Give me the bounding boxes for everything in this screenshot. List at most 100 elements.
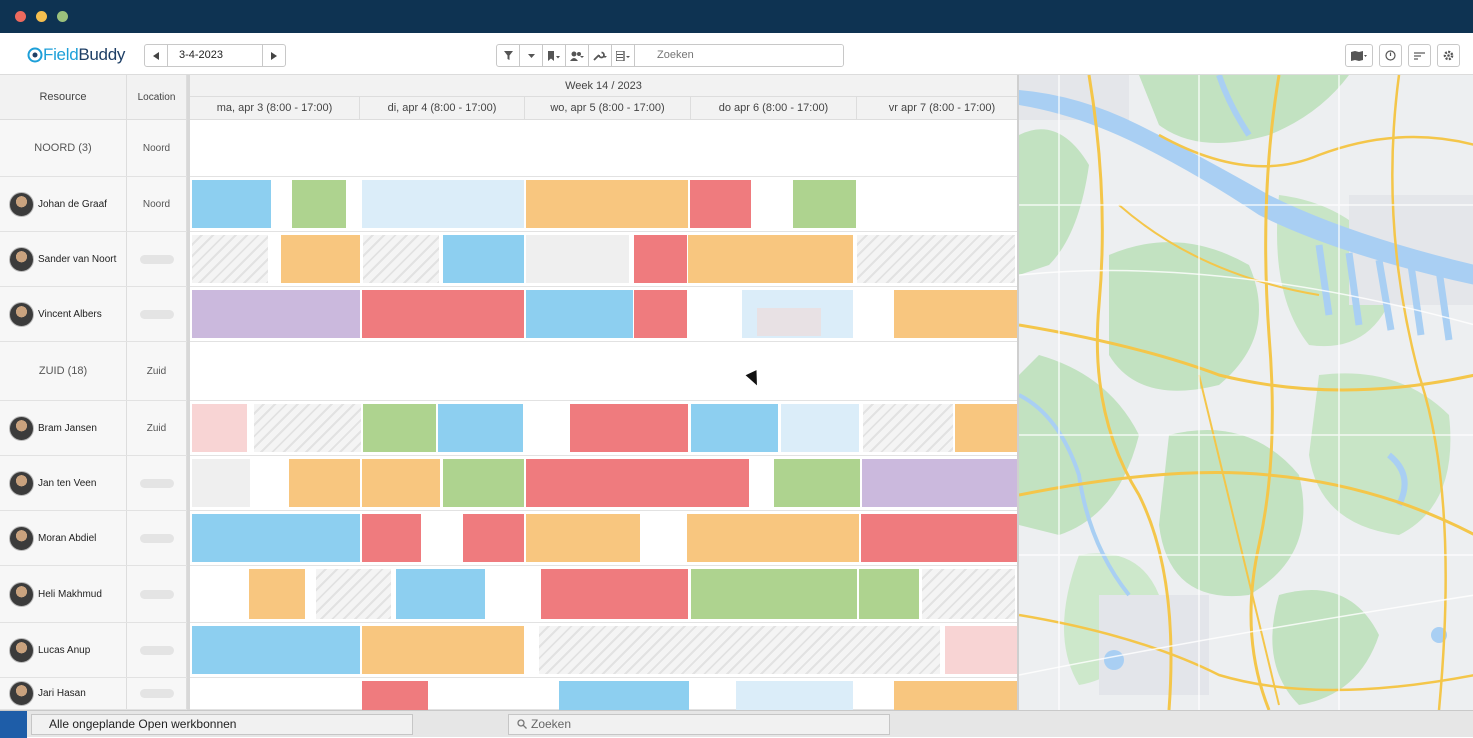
- resource-cell[interactable]: Jari Hasan: [0, 678, 127, 709]
- resource-cell[interactable]: Heli Makhmud: [0, 566, 127, 622]
- resource-column-header[interactable]: Resource: [0, 75, 127, 120]
- work-order-block[interactable]: [894, 290, 1017, 338]
- work-order-block[interactable]: [634, 290, 687, 338]
- previous-day-button[interactable]: [145, 45, 167, 66]
- work-order-block[interactable]: [862, 459, 1017, 507]
- work-order-block[interactable]: [526, 514, 640, 562]
- resource-group-row[interactable]: NOORD (3) Noord: [0, 120, 1017, 177]
- work-order-block[interactable]: [687, 514, 859, 562]
- work-order-block[interactable]: [249, 569, 305, 619]
- work-order-block[interactable]: [362, 514, 421, 562]
- work-order-block[interactable]: [362, 681, 428, 710]
- minimize-window-button[interactable]: [36, 11, 47, 22]
- work-order-block[interactable]: [192, 459, 250, 507]
- work-order-block[interactable]: [945, 626, 1017, 674]
- work-order-block[interactable]: [736, 681, 853, 710]
- sort-button[interactable]: [1408, 44, 1431, 67]
- work-order-block[interactable]: [793, 180, 856, 228]
- close-window-button[interactable]: [15, 11, 26, 22]
- group-name-cell[interactable]: ZUID (18): [0, 342, 127, 400]
- work-order-block[interactable]: [559, 681, 689, 710]
- work-order-block[interactable]: [362, 290, 524, 338]
- work-order-block[interactable]: [688, 235, 853, 283]
- resource-filter-button[interactable]: [566, 45, 589, 66]
- unavailable-block[interactable]: [539, 626, 940, 674]
- work-order-block[interactable]: [541, 569, 688, 619]
- location-column-header[interactable]: Location: [127, 75, 187, 120]
- group-name-cell[interactable]: NOORD (3): [0, 120, 127, 176]
- resource-row[interactable]: Moran Abdiel: [0, 511, 1017, 566]
- map-panel[interactable]: [1017, 75, 1473, 710]
- filter-button[interactable]: [497, 45, 520, 66]
- planner-search-input[interactable]: [635, 45, 843, 66]
- work-order-block[interactable]: [526, 290, 633, 338]
- work-order-block[interactable]: [363, 404, 436, 452]
- work-order-block[interactable]: [691, 404, 778, 452]
- resource-row[interactable]: Johan de Graaf Noord: [0, 177, 1017, 232]
- unavailable-block[interactable]: [316, 569, 391, 619]
- work-order-block[interactable]: [396, 569, 485, 619]
- resource-group-row[interactable]: ZUID (18) Zuid: [0, 342, 1017, 401]
- resource-cell[interactable]: Sander van Noort: [0, 232, 127, 286]
- resource-row[interactable]: Jan ten Veen: [0, 456, 1017, 511]
- unavailable-block[interactable]: [363, 235, 439, 283]
- resource-row[interactable]: Heli Makhmud: [0, 566, 1017, 623]
- work-order-block[interactable]: [861, 514, 1017, 562]
- work-order-block[interactable]: [292, 180, 346, 228]
- resource-cell[interactable]: Vincent Albers: [0, 287, 127, 341]
- work-order-block[interactable]: [774, 459, 860, 507]
- resource-row[interactable]: Sander van Noort: [0, 232, 1017, 287]
- resource-cell[interactable]: Moran Abdiel: [0, 511, 127, 565]
- filter-dropdown-button[interactable]: [520, 45, 543, 66]
- bookmark-button[interactable]: [543, 45, 566, 66]
- unplanned-toggle-button[interactable]: [0, 711, 27, 738]
- unavailable-block[interactable]: [922, 569, 1015, 619]
- work-order-block[interactable]: [690, 180, 751, 228]
- work-order-block[interactable]: [192, 180, 271, 228]
- work-order-block[interactable]: [192, 514, 360, 562]
- work-order-block[interactable]: [859, 569, 919, 619]
- work-order-block[interactable]: [955, 404, 1017, 452]
- maximize-window-button[interactable]: [57, 11, 68, 22]
- resource-cell[interactable]: Bram Jansen: [0, 401, 127, 455]
- unavailable-block[interactable]: [254, 404, 361, 452]
- city-map[interactable]: [1019, 75, 1473, 710]
- work-order-block[interactable]: [526, 235, 629, 283]
- work-order-block[interactable]: [463, 514, 524, 562]
- work-order-block[interactable]: [634, 235, 687, 283]
- settings-button[interactable]: [1437, 44, 1460, 67]
- resource-cell[interactable]: Lucas Anup: [0, 623, 127, 677]
- work-order-block[interactable]: [894, 681, 1017, 710]
- resource-row[interactable]: Lucas Anup: [0, 623, 1017, 678]
- work-order-block[interactable]: [526, 459, 688, 507]
- column-divider[interactable]: [187, 75, 190, 710]
- work-order-block[interactable]: [526, 180, 688, 228]
- work-order-block[interactable]: [362, 459, 440, 507]
- unavailable-block[interactable]: [857, 235, 1015, 283]
- work-order-block[interactable]: [192, 290, 360, 338]
- work-order-block[interactable]: [362, 180, 524, 228]
- work-order-block[interactable]: [362, 626, 524, 674]
- date-input[interactable]: 3-4-2023: [167, 45, 263, 66]
- timeline-button[interactable]: [1379, 44, 1402, 67]
- work-order-block[interactable]: [688, 459, 749, 507]
- work-order-block[interactable]: [192, 626, 360, 674]
- work-order-block[interactable]: [570, 404, 688, 452]
- work-order-block[interactable]: [192, 404, 247, 452]
- unplanned-work-orders-title[interactable]: Alle ongeplande Open werkbonnen: [31, 714, 413, 735]
- work-order-block[interactable]: [443, 459, 524, 507]
- work-order-block[interactable]: [691, 569, 857, 619]
- work-order-block[interactable]: [443, 235, 524, 283]
- resource-cell[interactable]: Jan ten Veen: [0, 456, 127, 510]
- resource-row[interactable]: Bram Jansen Zuid: [0, 401, 1017, 456]
- work-order-block[interactable]: [781, 404, 859, 452]
- unplanned-search-input[interactable]: Zoeken: [508, 714, 890, 735]
- resource-row[interactable]: Vincent Albers: [0, 287, 1017, 342]
- skills-filter-button[interactable]: [589, 45, 612, 66]
- next-day-button[interactable]: [263, 45, 285, 66]
- work-order-block[interactable]: [281, 235, 360, 283]
- map-toggle-button[interactable]: [1345, 44, 1373, 67]
- resource-cell[interactable]: Johan de Graaf: [0, 177, 127, 231]
- work-order-block[interactable]: [289, 459, 360, 507]
- unavailable-block[interactable]: [192, 235, 268, 283]
